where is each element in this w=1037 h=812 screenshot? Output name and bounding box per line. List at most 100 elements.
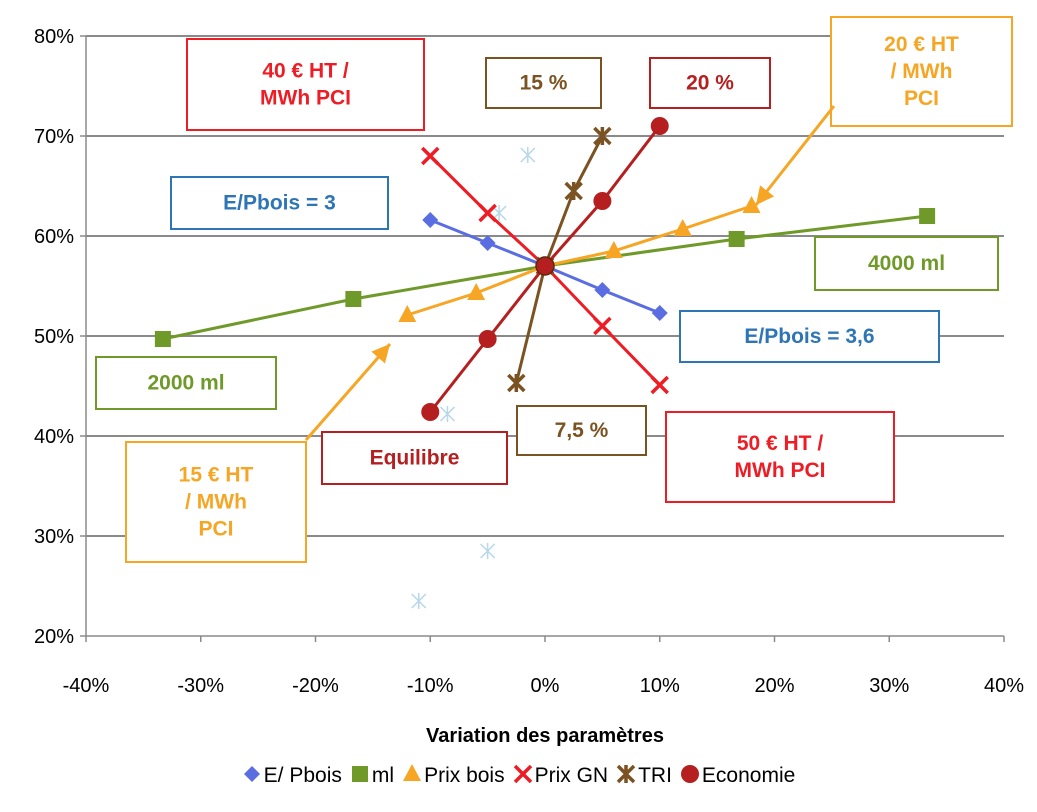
annotation-text: 20 € HT <box>884 33 959 56</box>
annotation-border <box>679 310 940 363</box>
annotation-text: 7,5 % <box>555 419 609 442</box>
annotation-box: 2000 ml <box>95 356 277 410</box>
annotation-box: 15 % <box>485 57 602 109</box>
y-tick-label: 70% <box>34 126 74 148</box>
data-point <box>467 283 486 300</box>
x-tick-label: -20% <box>292 675 339 697</box>
data-point <box>593 192 612 210</box>
legend-label: E/ Pbois <box>263 764 342 787</box>
annotation-border <box>125 441 307 563</box>
y-tick-labels: 20% 30% 40% 50% 60% 70% 80% <box>34 26 74 648</box>
y-tick-label: 40% <box>34 426 74 448</box>
annotation-box: Equilibre <box>321 431 508 485</box>
data-point <box>564 181 583 201</box>
legend-marker <box>513 764 532 784</box>
data-point <box>345 291 362 307</box>
sensitivity-chart: 20% 30% 40% 50% 60% 70% 80% -40% -30% -20% -10% 0%… <box>34 16 1024 747</box>
legend-item-ml: ml <box>350 764 394 788</box>
legend-item-prix-bois: Prix bois <box>402 764 505 788</box>
legend-item-economie: Economie <box>680 764 795 788</box>
annotation-border <box>95 356 277 410</box>
legend: E/ Pbois ml Prix bois Prix GN TRI Economie <box>0 764 1037 788</box>
legend-swatch <box>680 765 699 783</box>
annotation-box: E/Pbois = 3,6 <box>679 310 940 363</box>
faint-marker <box>480 543 496 559</box>
faint-marker <box>439 406 455 422</box>
annotation-box: 50 € HT / MWh PCI <box>665 411 895 503</box>
annotation-text: MWh PCI <box>735 459 826 482</box>
data-point <box>650 375 669 395</box>
arrow-to-min-price <box>304 343 392 441</box>
y-tick-label: 80% <box>34 26 74 48</box>
data-point <box>421 403 440 421</box>
faint-marker <box>411 593 427 609</box>
legend-marker <box>616 764 636 784</box>
x-tick-label: 10% <box>640 675 680 697</box>
annotation-text: E/Pbois = 3 <box>223 192 336 215</box>
series-tri <box>507 126 612 393</box>
annotation-text: / MWh <box>185 491 247 514</box>
legend-swatch <box>513 764 532 784</box>
legend-marker <box>351 766 368 782</box>
data-point <box>673 219 692 236</box>
data-point <box>593 126 612 146</box>
series-line <box>406 204 753 317</box>
annotation-border <box>485 57 602 109</box>
data-point <box>919 208 936 224</box>
legend-swatch <box>616 764 636 784</box>
annotation-text: 40 € HT / <box>262 60 349 83</box>
legend-label: Prix GN <box>534 764 609 787</box>
arrow-to-max-price <box>754 105 836 206</box>
data-point <box>594 282 611 298</box>
legend-swatch <box>403 764 422 781</box>
annotation-text: 4000 ml <box>868 252 945 275</box>
x-tick-label: 0% <box>531 675 560 697</box>
x-tick-label: -40% <box>63 675 110 697</box>
annotation-border <box>516 405 647 456</box>
annotation-text: 2000 ml <box>147 372 224 395</box>
data-point <box>479 235 496 251</box>
series-layer <box>154 117 936 421</box>
legend-label: ml <box>371 764 395 787</box>
axes <box>80 35 1005 642</box>
y-tick-label: 60% <box>34 226 74 248</box>
data-point <box>651 305 668 321</box>
data-point <box>398 305 417 322</box>
annotation-box: 7,5 % <box>516 405 647 456</box>
x-axis-label: Variation des paramètres <box>426 725 664 747</box>
x-tick-label: -10% <box>407 675 454 697</box>
annotation-box: 20 € HT / MWh PCI <box>830 16 1013 127</box>
x-tick-label: 40% <box>984 675 1024 697</box>
annotation-border <box>170 176 389 230</box>
legend-swatch <box>351 766 368 782</box>
annotation-text: 50 € HT / <box>737 432 824 455</box>
legend-label: Economie <box>701 764 796 787</box>
annotation-text: PCI <box>904 87 939 110</box>
data-point <box>728 231 745 247</box>
legend-label: TRI <box>638 764 672 787</box>
annotation-text: PCI <box>198 518 233 541</box>
legend-marker <box>243 766 260 782</box>
x-tick-label: -30% <box>177 675 224 697</box>
grid-lines <box>86 35 1004 537</box>
annotation-text: E/Pbois = 3,6 <box>744 325 874 348</box>
data-point <box>154 331 171 347</box>
annotation-box: E/Pbois = 3 <box>170 176 389 230</box>
annotation-border <box>649 57 771 109</box>
faint-markers <box>411 147 536 609</box>
legend-marker <box>680 765 699 783</box>
data-point <box>650 117 669 135</box>
faint-marker <box>520 147 536 163</box>
annotation-border <box>186 38 425 131</box>
annotation-border <box>830 16 1013 127</box>
equilibrium-point <box>535 256 555 276</box>
annotation-box: 15 € HT / MWh PCI <box>125 441 307 563</box>
data-point <box>536 257 554 275</box>
annotation-text: 20 % <box>686 72 734 95</box>
series-economie <box>421 117 669 421</box>
y-tick-label: 30% <box>34 526 74 548</box>
annotation-text: / MWh <box>891 60 953 83</box>
annotation-border <box>814 236 999 291</box>
annotation-text: MWh PCI <box>260 87 351 110</box>
legend-item-e-pbois: E/ Pbois <box>242 764 342 788</box>
